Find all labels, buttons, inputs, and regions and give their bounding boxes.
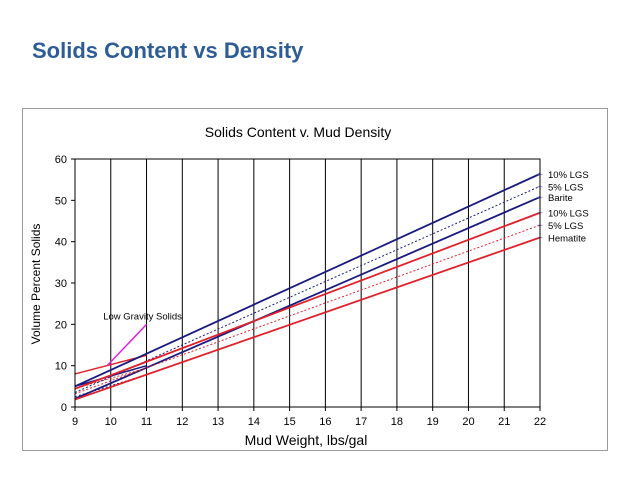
y-tick-label: 0 xyxy=(61,402,67,414)
series-label: 10% LGS xyxy=(548,170,589,181)
y-tick-label: 40 xyxy=(55,237,67,249)
series-label: 5% LGS xyxy=(548,221,583,232)
x-tick-label: 19 xyxy=(427,416,439,428)
x-tick-label: 14 xyxy=(248,416,260,428)
series-line xyxy=(74,236,541,401)
grid-layer xyxy=(74,159,541,407)
x-tick-label: 17 xyxy=(355,416,367,428)
series-label: Barite xyxy=(548,193,573,204)
series-layer: +10% LGS+ 5% LGS+ Barite+ 10% LGS+ 5% LGS+ He… xyxy=(74,170,589,401)
series-line xyxy=(74,224,541,395)
x-tick-label: 11 xyxy=(141,416,152,428)
chart-title: Solids Content v. Mud Density xyxy=(205,124,392,140)
series-label: 10% LGS xyxy=(548,209,589,220)
x-tick-label: 10 xyxy=(105,416,117,428)
plot-border xyxy=(74,158,541,408)
x-axis-label: Mud Weight, lbs/gal xyxy=(245,432,368,448)
y-tick-label: 50 xyxy=(55,195,67,207)
series-label: Hematite xyxy=(548,234,586,245)
x-tick-label: 21 xyxy=(498,416,510,428)
x-tick-label: 22 xyxy=(534,416,546,428)
x-tick-label: 16 xyxy=(319,416,331,428)
y-tick-label: 10 xyxy=(55,361,67,373)
annotation-label: Low Gravity Solids xyxy=(103,311,182,322)
series-line xyxy=(74,185,541,393)
y-tick-label: 30 xyxy=(55,278,67,290)
x-tick-label: 20 xyxy=(462,416,474,428)
slide-title: Solids Content vs Density xyxy=(32,38,304,63)
series-line xyxy=(74,211,541,390)
series-line xyxy=(74,173,541,388)
axis-layer: 9 10 11 12 13 14 15 16 17 18 19 20 21 22 0 10 20 30 40 50 60 xyxy=(55,154,546,428)
x-tick-label: 9 xyxy=(72,416,78,428)
series-line xyxy=(74,196,541,400)
x-tick-label: 18 xyxy=(391,416,403,428)
x-tick-label: 12 xyxy=(176,416,188,428)
y-tick-label: 20 xyxy=(55,319,67,331)
x-tick-label: 13 xyxy=(212,416,224,428)
y-axis-label: Volume Percent Solids xyxy=(29,224,43,345)
y-tick-label: 60 xyxy=(55,154,67,166)
x-tick-label: 15 xyxy=(283,416,295,428)
chart-area: +10% LGS +5% LGS + Barite +10% LGS +5% LGS + He… xyxy=(22,108,608,451)
series-label: 5% LGS xyxy=(548,182,583,193)
series-line xyxy=(106,323,148,367)
chart-svg: +10% LGS+ 5% LGS+ Barite+ 10% LGS+ 5% LGS+ He… xyxy=(29,124,589,448)
